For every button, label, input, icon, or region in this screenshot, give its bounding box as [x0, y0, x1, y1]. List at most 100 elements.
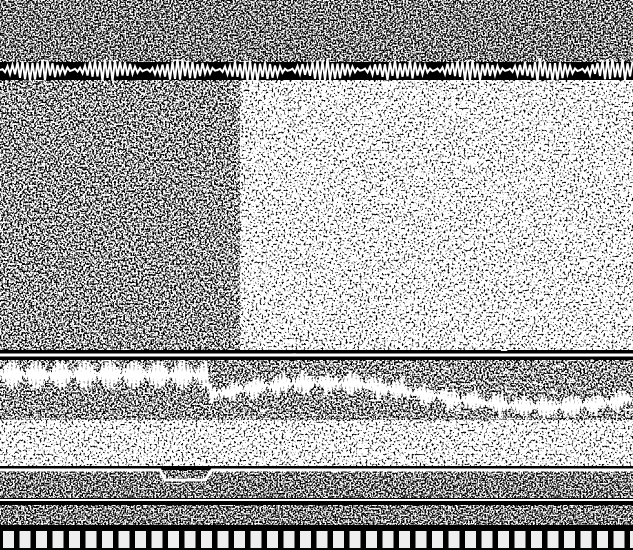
- time-mark: [581, 531, 592, 548]
- speckle-dot: [505, 386, 508, 388]
- speckle-dot: [583, 114, 589, 116]
- speckle-dot: [403, 404, 407, 406]
- time-mark: [399, 531, 410, 548]
- speckle-dot: [532, 310, 537, 312]
- time-mark: [284, 531, 295, 548]
- speckle-dot: [521, 99, 524, 101]
- speckle-dot: [407, 180, 410, 182]
- speckle-dot: [590, 247, 593, 249]
- time-mark: [482, 531, 493, 548]
- lower-noise-band: [0, 360, 633, 420]
- speckle-dot: [553, 392, 556, 394]
- speckle-dot: [449, 235, 453, 237]
- speckle-dot: [480, 229, 482, 231]
- speckle-dot: [555, 365, 560, 367]
- top-noise-band: [0, 0, 633, 62]
- speckle-dot: [571, 126, 576, 128]
- speckle-dot: [541, 348, 545, 350]
- time-mark: [168, 531, 179, 548]
- speckle-dot: [584, 94, 588, 96]
- speckle-dot: [504, 244, 508, 246]
- speckle-dot: [601, 168, 607, 170]
- time-mark: [119, 531, 130, 548]
- time-mark: [251, 531, 262, 548]
- speckle-dot: [265, 270, 268, 272]
- speckle-dot: [540, 188, 543, 190]
- time-mark: [449, 531, 460, 548]
- speckle-dot: [435, 194, 438, 196]
- time-mark: [333, 531, 344, 548]
- speckle-dot: [626, 409, 633, 411]
- time-mark: [366, 531, 377, 548]
- speckle-dot: [602, 341, 606, 343]
- speckle-dot: [552, 226, 559, 228]
- time-mark: [564, 531, 575, 548]
- speckle-dot: [525, 312, 530, 314]
- speckle-dot: [336, 182, 341, 184]
- oscillograph-recording: [0, 0, 633, 550]
- speckle-dot: [450, 384, 455, 386]
- bottom-noise-band: [0, 505, 633, 525]
- speckle-dot: [313, 288, 320, 290]
- speckle-dot: [453, 92, 459, 94]
- speckle-dot: [577, 184, 584, 186]
- time-mark: [20, 531, 31, 548]
- speckle-dot: [591, 332, 596, 334]
- time-mark: [498, 531, 509, 548]
- speckle-dot: [367, 254, 374, 256]
- time-mark: [234, 531, 245, 548]
- speckle-dot: [455, 409, 461, 411]
- speckle-dot: [516, 405, 521, 407]
- speckle-dot: [271, 319, 277, 321]
- speckle-dot: [569, 139, 575, 141]
- speckle-dot: [448, 101, 455, 103]
- time-mark: [152, 531, 163, 548]
- speckle-dot: [278, 98, 281, 100]
- speckle-dot: [262, 266, 265, 268]
- dark-speckle-band: [0, 420, 633, 466]
- speckle-dot: [532, 270, 538, 272]
- time-mark: [185, 531, 196, 548]
- time-mark: [432, 531, 443, 548]
- speckle-dot: [617, 300, 623, 302]
- speckle-dot: [506, 391, 513, 393]
- speckle-dot: [509, 270, 512, 272]
- speckle-dot: [255, 112, 257, 114]
- time-mark: [218, 531, 229, 548]
- speckle-dot: [380, 218, 384, 220]
- speckle-dot: [454, 276, 457, 278]
- speckle-dot: [386, 202, 388, 204]
- speckle-dot: [399, 144, 403, 146]
- speckle-dot: [561, 241, 567, 243]
- speckle-dot: [396, 126, 400, 128]
- time-mark: [531, 531, 542, 548]
- speckle-dot: [260, 410, 266, 412]
- speckle-dot: [426, 253, 429, 255]
- speckle-dot: [591, 207, 597, 209]
- speckle-dot: [302, 198, 309, 200]
- speckle-dot: [251, 246, 255, 248]
- speckle-dot: [346, 285, 351, 287]
- speckle-dot: [437, 273, 439, 275]
- time-mark: [201, 531, 212, 548]
- speckle-dot: [501, 181, 507, 183]
- speckle-dot: [428, 279, 434, 281]
- speckle-dot: [570, 379, 576, 381]
- time-mark: [317, 531, 328, 548]
- speckle-dot: [615, 259, 621, 261]
- speckle-dot: [503, 372, 509, 374]
- speckle-dot: [570, 149, 575, 151]
- speckle-dot: [508, 110, 513, 112]
- time-mark: [102, 531, 113, 548]
- speckle-dot: [533, 382, 538, 384]
- time-mark: [465, 531, 476, 548]
- time-mark: [548, 531, 559, 548]
- speckle-dot: [330, 265, 337, 267]
- speckle-dot: [257, 287, 259, 289]
- time-mark: [515, 531, 526, 548]
- speckle-dot: [290, 309, 296, 311]
- time-mark: [53, 531, 64, 548]
- speckle-dot: [301, 106, 305, 108]
- speckle-dot: [420, 235, 424, 237]
- speckle-dot: [391, 169, 393, 171]
